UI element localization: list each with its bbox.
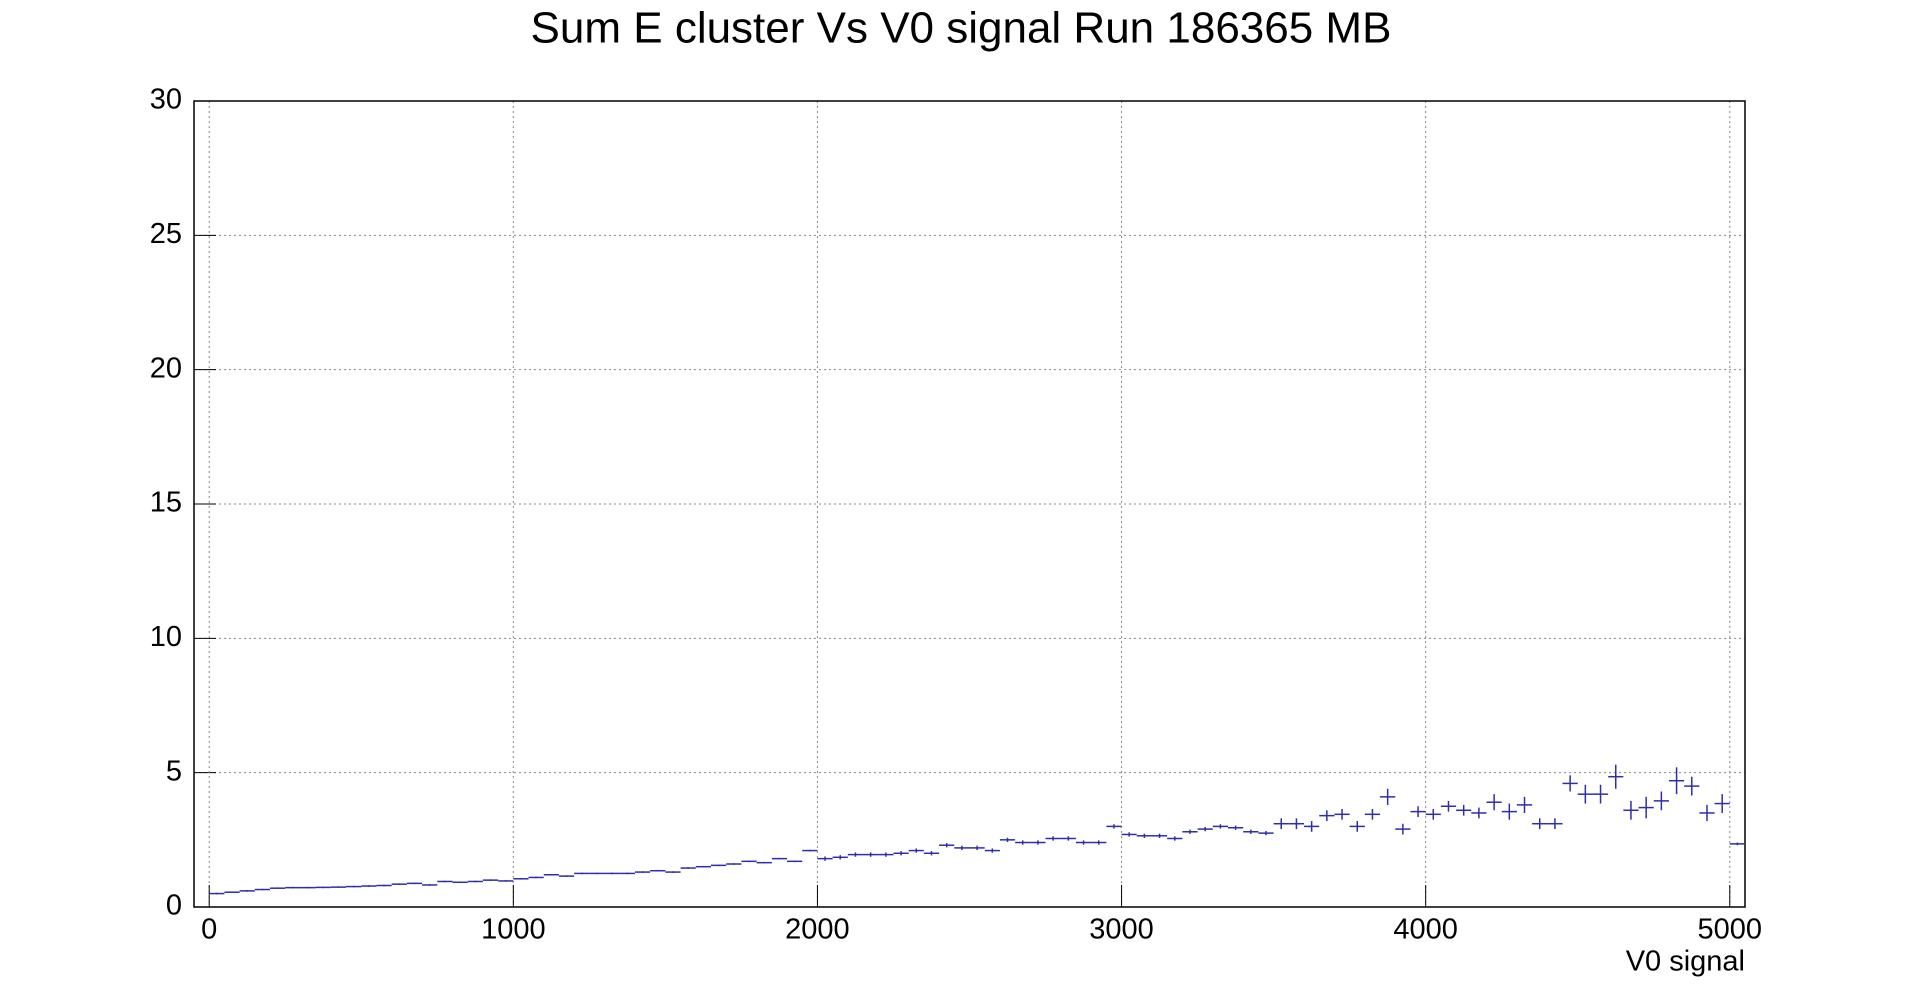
- x-tick-label: 5000: [1698, 914, 1763, 946]
- y-tick-label: 25: [150, 218, 182, 250]
- y-tick-label: 10: [150, 621, 182, 653]
- y-tick-label: 20: [150, 352, 182, 384]
- chart-title: Sum E cluster Vs V0 signal Run 186365 MB: [531, 4, 1392, 53]
- x-tick-label: 0: [201, 914, 217, 946]
- x-axis-label: V0 signal: [1626, 946, 1745, 978]
- x-tick-label: 4000: [1393, 914, 1458, 946]
- x-tick-label: 3000: [1089, 914, 1154, 946]
- x-tick-label: 1000: [481, 914, 546, 946]
- y-tick-label: 5: [166, 755, 182, 787]
- y-tick-label: 15: [150, 487, 182, 519]
- x-tick-label: 2000: [785, 914, 850, 946]
- y-tick-label: 0: [166, 890, 182, 922]
- plot-frame: [193, 100, 1746, 908]
- y-tick-label: 30: [150, 84, 182, 116]
